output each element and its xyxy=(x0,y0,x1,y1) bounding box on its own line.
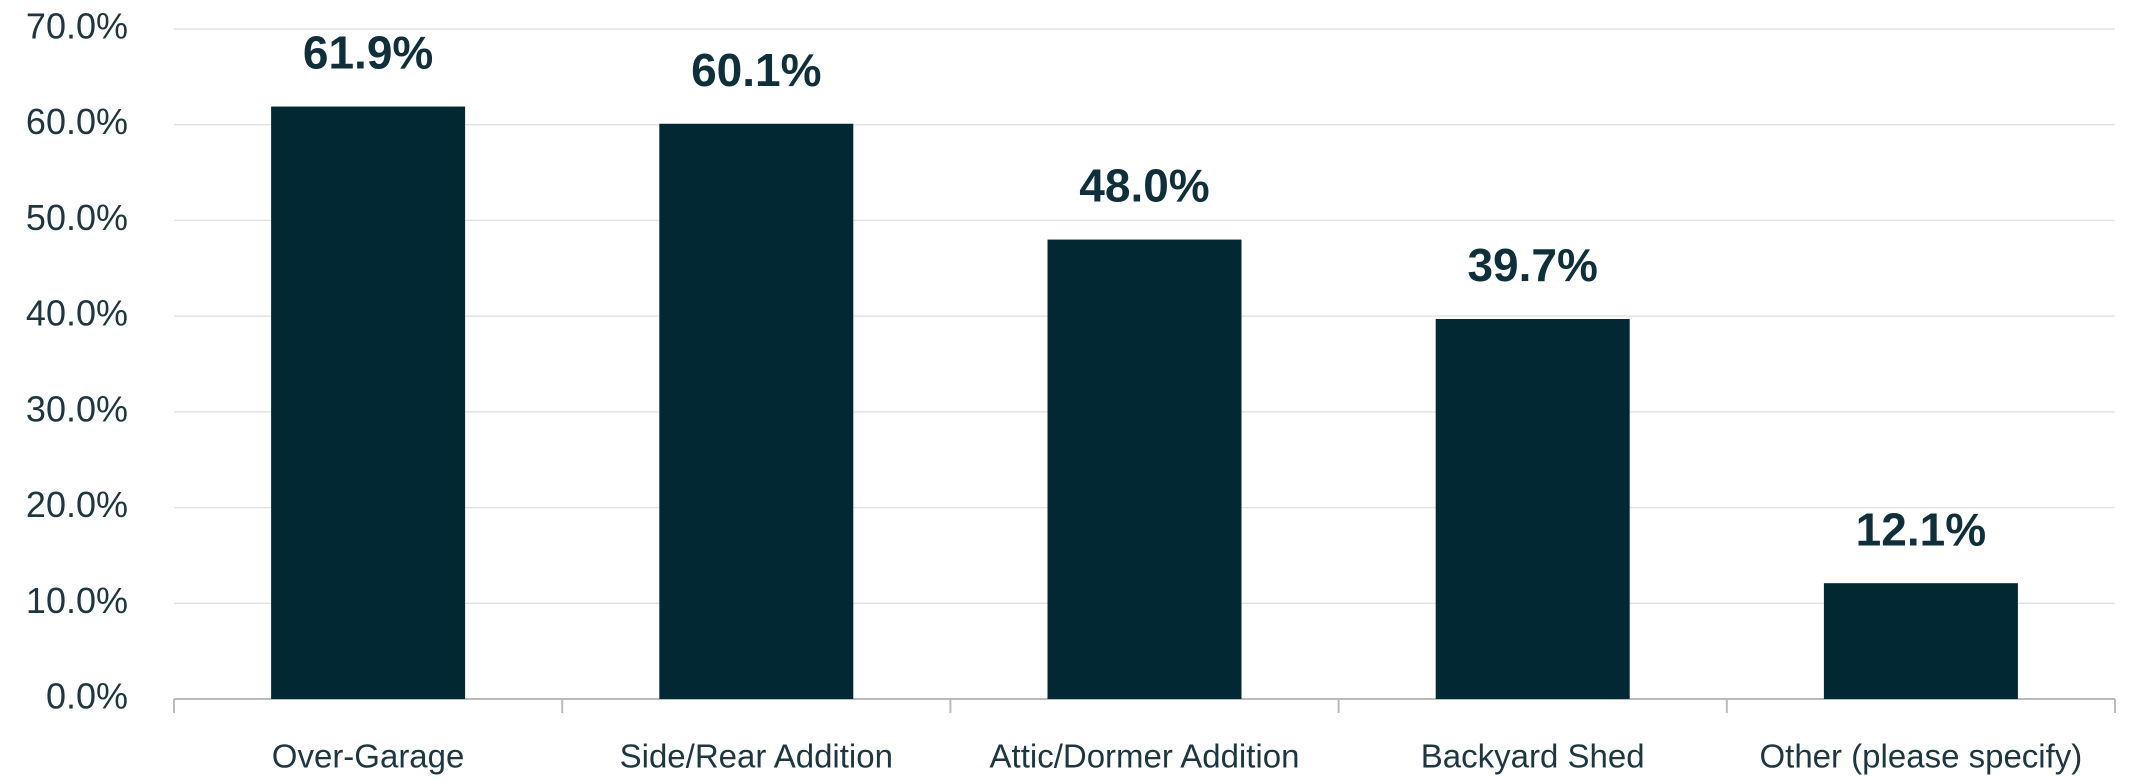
x-tick-label: Backyard Shed xyxy=(1421,738,1645,775)
y-tick-label: 10.0% xyxy=(26,580,128,621)
bar xyxy=(1435,319,1630,699)
x-tick-label: Other (please specify) xyxy=(1759,738,2082,775)
y-tick-label: 20.0% xyxy=(26,484,128,525)
value-label: 60.1% xyxy=(691,44,821,96)
x-tick-label: Side/Rear Addition xyxy=(620,738,893,775)
y-tick-label: 0.0% xyxy=(46,676,128,717)
y-tick-label: 40.0% xyxy=(26,293,128,334)
value-label: 61.9% xyxy=(303,27,433,79)
bar xyxy=(271,106,466,700)
value-label: 12.1% xyxy=(1856,503,1986,555)
bar xyxy=(1047,239,1242,700)
bar xyxy=(1823,583,2018,699)
y-tick-label: 50.0% xyxy=(26,197,128,238)
bar xyxy=(659,123,854,699)
value-label: 39.7% xyxy=(1467,239,1597,291)
y-tick-label: 70.0% xyxy=(26,6,128,47)
y-tick-label: 30.0% xyxy=(26,388,128,429)
value-label: 48.0% xyxy=(1079,160,1209,212)
x-tick-label: Attic/Dormer Addition xyxy=(990,738,1300,775)
x-tick-label: Over-Garage xyxy=(272,738,465,775)
y-tick-label: 60.0% xyxy=(26,101,128,142)
